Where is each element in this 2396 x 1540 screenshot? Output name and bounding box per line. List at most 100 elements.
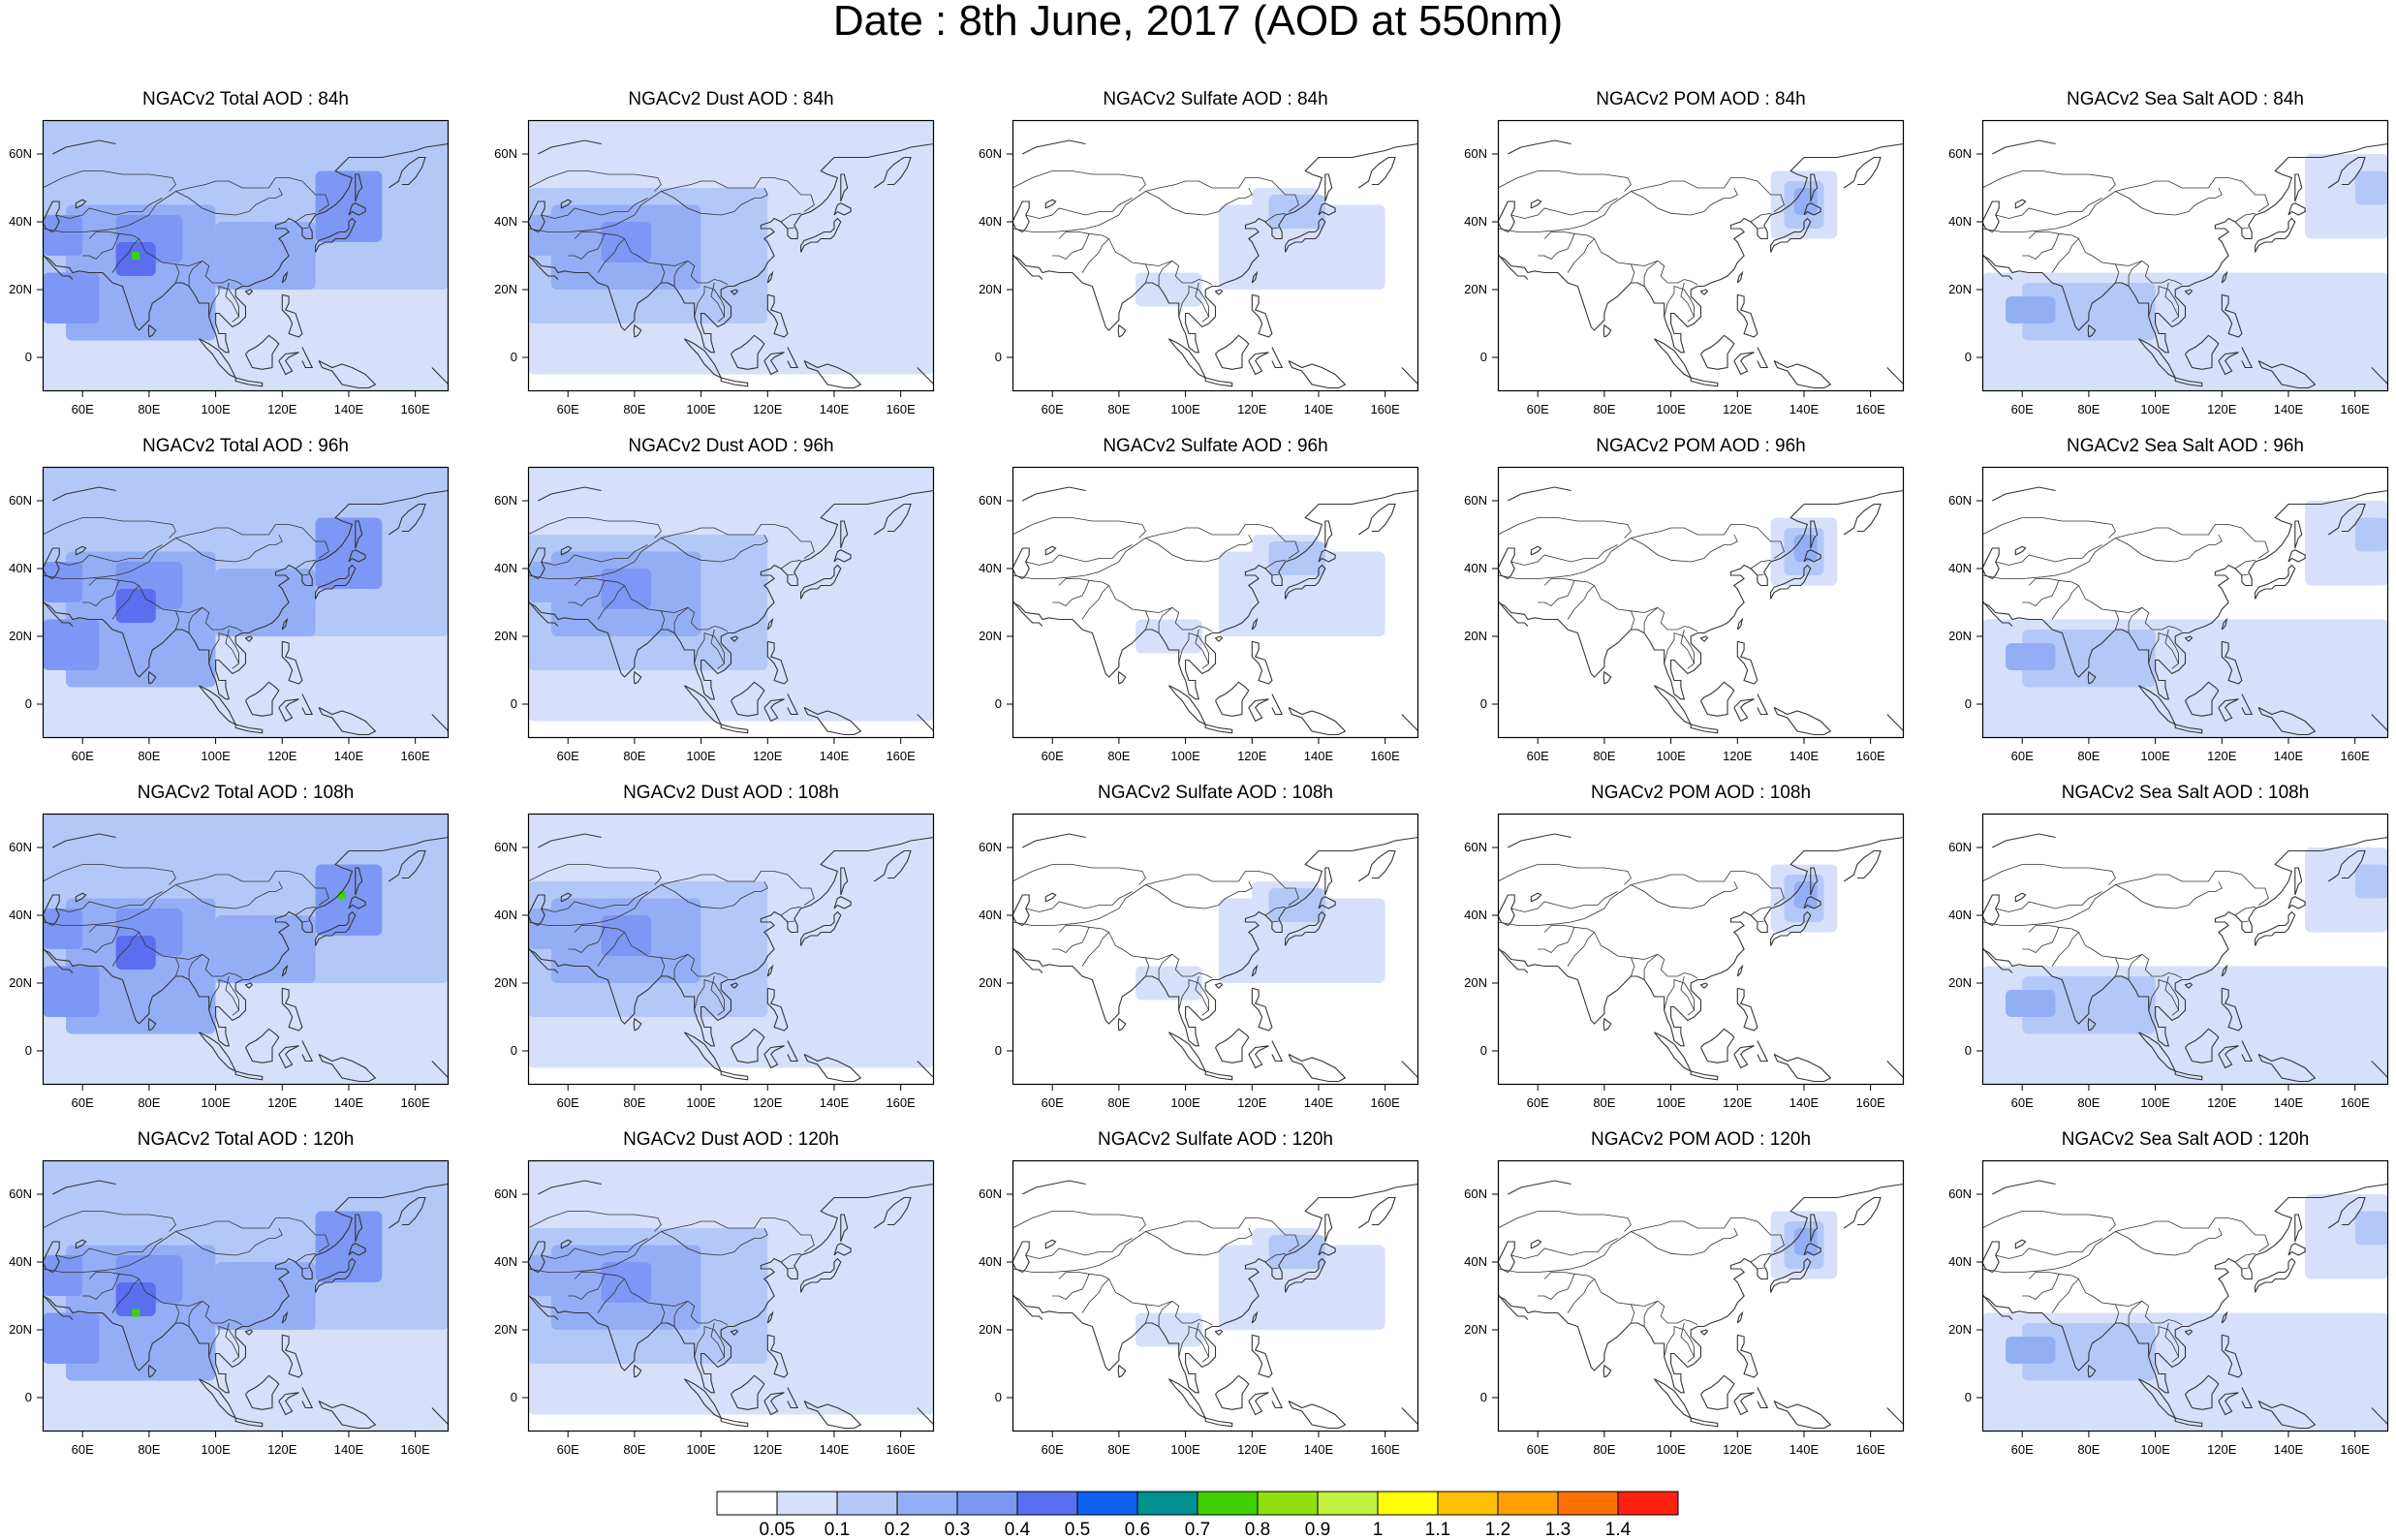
- country-border: [208, 631, 240, 664]
- lon-tick-label: 160E: [1855, 1442, 1885, 1457]
- panel-title: NGACv2 Sulfate AOD : 96h: [1103, 436, 1328, 456]
- coastline: [1530, 545, 1542, 556]
- lat-tick-label: 40N: [1948, 561, 1972, 575]
- country-border: [301, 573, 309, 576]
- coastline: [1690, 724, 1719, 734]
- coastline: [245, 681, 280, 717]
- coastline: [1215, 1374, 1250, 1410]
- map-frame: [42, 1159, 450, 1432]
- country-border: [1982, 177, 2269, 232]
- lon-tick-label: 100E: [2140, 749, 2170, 763]
- lon-tick-label: 100E: [686, 749, 716, 763]
- country-border: [2164, 975, 2180, 1016]
- coastline: [2174, 1417, 2203, 1428]
- country-border: [1543, 1272, 1698, 1326]
- country-border: [574, 578, 729, 632]
- lon-tick-label: 140E: [1303, 1442, 1334, 1457]
- map-frame: [1981, 1159, 2389, 1432]
- coastline: [1167, 685, 1207, 726]
- country-border: [1664, 978, 1696, 1011]
- coastline: [683, 1032, 723, 1073]
- lon-tick-label: 160E: [2340, 402, 2370, 416]
- lat-tick-label: 40N: [494, 214, 517, 229]
- lat-tick-label: 20N: [979, 975, 1002, 990]
- country-border: [2115, 957, 2120, 977]
- lon-tick-label: 120E: [1237, 749, 1267, 763]
- coastline: [1886, 714, 1904, 732]
- coastline: [1757, 693, 1769, 716]
- country-border: [787, 573, 794, 576]
- coastline: [355, 173, 363, 202]
- lon-tick-label: 100E: [1170, 402, 1200, 416]
- coastline: [1251, 1334, 1273, 1378]
- coastline: [1733, 1045, 1755, 1069]
- coastline: [873, 1196, 912, 1229]
- coastline: [803, 360, 862, 389]
- lon-tick-label: 60E: [71, 1442, 94, 1457]
- coastline: [1248, 698, 1269, 723]
- coastline: [633, 323, 642, 338]
- lon-tick-label: 160E: [886, 749, 916, 763]
- aod-field-patch: [43, 1255, 83, 1296]
- aod-field-patch: [115, 589, 156, 623]
- coastline: [281, 270, 289, 284]
- aod-field-patch: [1268, 541, 1325, 575]
- lon-tick-label: 100E: [2140, 1095, 2170, 1110]
- coastline: [244, 635, 254, 642]
- country-border: [175, 263, 180, 284]
- coastline: [2087, 1017, 2097, 1032]
- lat-tick-label: 40N: [1948, 1254, 1972, 1269]
- coastline: [2014, 545, 2027, 556]
- country-border: [1264, 1252, 1286, 1263]
- coastline: [355, 1214, 363, 1243]
- coastline: [75, 545, 87, 556]
- coastline: [388, 503, 426, 536]
- country-border: [2115, 263, 2120, 284]
- coastline: [315, 217, 357, 253]
- colorbar-label: 1.4: [1604, 1520, 1632, 1540]
- lat-tick-label: 0: [1964, 1043, 1972, 1058]
- lon-tick-label: 120E: [267, 1095, 297, 1110]
- country-border: [787, 227, 794, 230]
- coastline: [281, 293, 303, 338]
- coastline: [720, 377, 749, 387]
- colorbar-label: 0.3: [944, 1520, 971, 1540]
- country-border: [1567, 585, 1595, 620]
- coastline: [2174, 724, 2203, 734]
- coastline: [1773, 1054, 1832, 1083]
- coastline: [2241, 347, 2254, 369]
- country-border: [2128, 1300, 2143, 1327]
- lat-tick-label: 20N: [1948, 629, 1972, 643]
- country-border: [1664, 1325, 1696, 1358]
- coastline: [1498, 600, 1529, 627]
- coastline: [560, 892, 573, 903]
- coastline: [2241, 693, 2254, 716]
- country-border: [2115, 1227, 2223, 1256]
- coastline: [1288, 360, 1347, 389]
- country-border: [1145, 1304, 1150, 1324]
- aod-hotspot: [338, 891, 347, 899]
- aod-field-patch: [43, 966, 100, 1017]
- country-border: [787, 920, 794, 923]
- colorbar-label: 0.5: [1064, 1520, 1091, 1540]
- coastline: [1251, 964, 1259, 977]
- aod-field-patch: [315, 1211, 383, 1282]
- coastline: [1700, 1374, 1735, 1410]
- coastline: [1757, 1387, 1769, 1409]
- coastline: [2255, 564, 2296, 600]
- country-border: [2128, 953, 2143, 980]
- country-border: [1631, 1304, 1635, 1324]
- coastline: [1498, 1293, 1529, 1320]
- coastline: [1498, 547, 1515, 580]
- lon-tick-label: 120E: [267, 1442, 297, 1457]
- coastline: [1992, 139, 2056, 155]
- country-border: [710, 975, 726, 1016]
- lat-tick-label: 20N: [9, 1322, 32, 1337]
- coastline: [315, 1257, 357, 1293]
- coastline: [1271, 347, 1284, 369]
- lon-tick-label: 80E: [2077, 1095, 2100, 1110]
- lat-tick-label: 20N: [979, 629, 1002, 643]
- coastline: [2137, 338, 2177, 380]
- country-border: [1271, 1267, 1279, 1270]
- colorbar-swatch: [956, 1491, 1018, 1516]
